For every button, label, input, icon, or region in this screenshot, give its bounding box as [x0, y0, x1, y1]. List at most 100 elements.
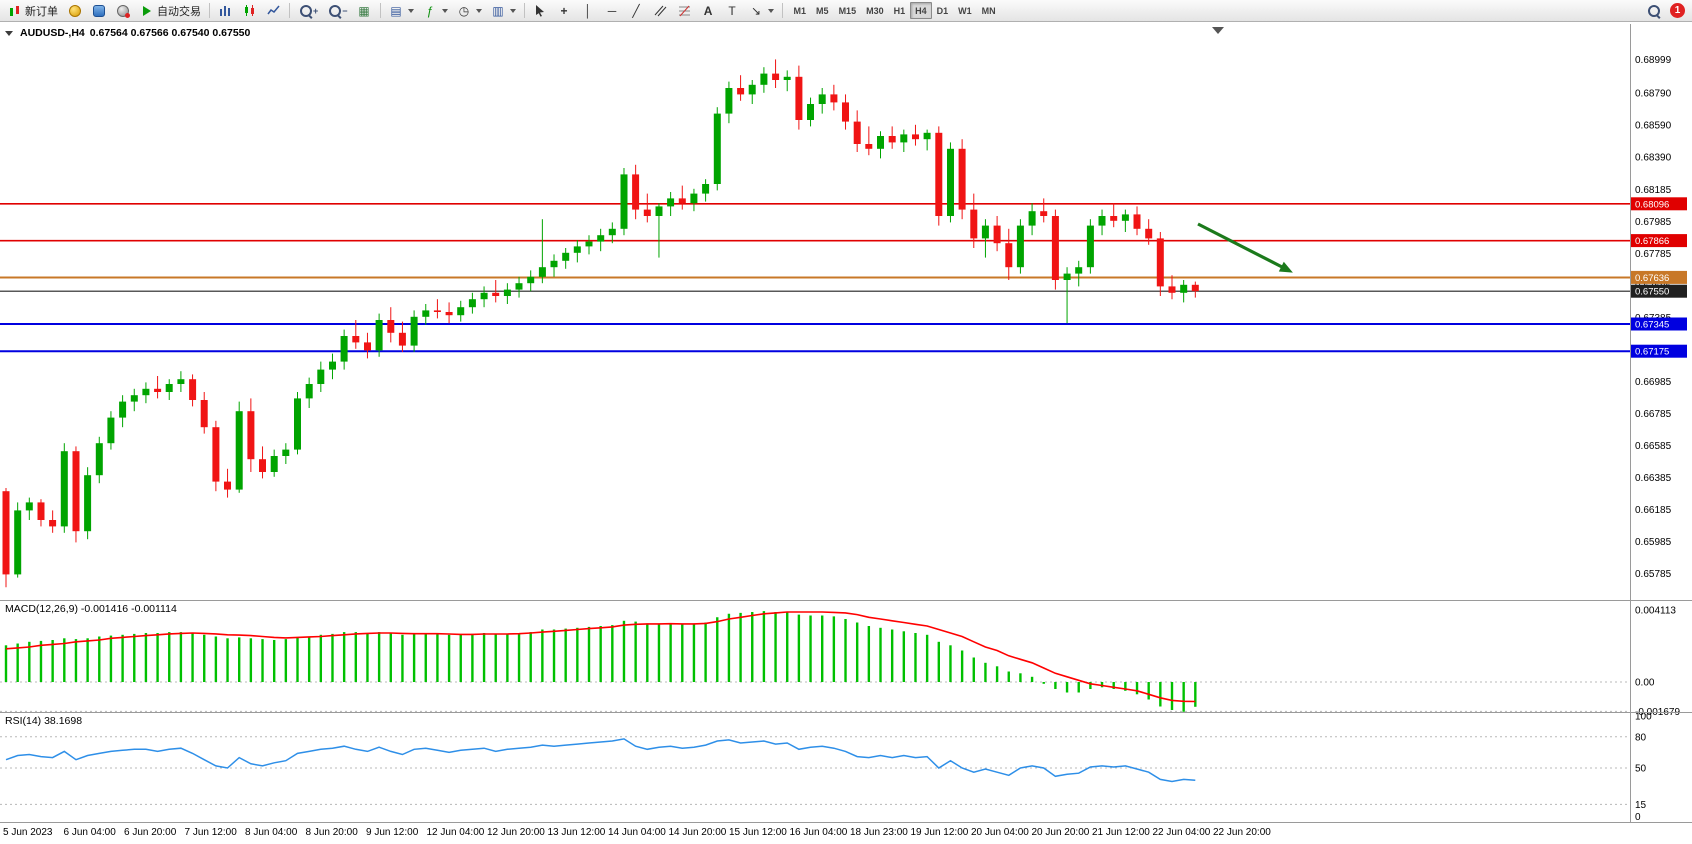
- candlestick-chart-button[interactable]: [238, 1, 261, 21]
- zoom-out-button[interactable]: −: [323, 1, 351, 21]
- trendline-button[interactable]: ╱: [625, 1, 648, 21]
- horizontal-line-button[interactable]: ─: [601, 1, 624, 21]
- svg-text:0.67345: 0.67345: [1635, 320, 1669, 331]
- chevron-down-icon: [441, 8, 448, 13]
- indicators-button[interactable]: ƒ: [419, 1, 452, 21]
- timeframe-button-D1[interactable]: D1: [936, 5, 949, 16]
- svg-text:8 Jun 04:00: 8 Jun 04:00: [245, 827, 298, 838]
- svg-text:0.65785: 0.65785: [1635, 569, 1672, 580]
- trend-arrow-head[interactable]: [1278, 261, 1293, 273]
- price-badge-0.67866: [1631, 234, 1687, 248]
- line-chart-button[interactable]: [262, 1, 285, 21]
- channel-button[interactable]: [649, 1, 672, 21]
- chevron-down-icon: [767, 8, 774, 13]
- vertical-line-button[interactable]: │: [577, 1, 600, 21]
- cursor-icon: [533, 3, 548, 18]
- tile-windows-icon: ▦: [358, 3, 370, 18]
- autotrade-button[interactable]: 自动交易: [135, 1, 205, 21]
- chart-shift-marker[interactable]: [1212, 27, 1224, 34]
- rsi-layer: 100 80 50 150: [0, 712, 1652, 823]
- crosshair-button[interactable]: +: [553, 1, 576, 21]
- templates-icon: ▥: [492, 3, 504, 18]
- toolbar-separator: [523, 3, 525, 18]
- svg-text:50: 50: [1635, 764, 1647, 775]
- tile-windows-button[interactable]: ▦: [353, 1, 376, 21]
- horizontal-lines-layer[interactable]: [0, 203, 1630, 353]
- svg-text:6 Jun 20:00: 6 Jun 20:00: [124, 827, 177, 838]
- price-badge-0.67550: [1631, 284, 1687, 298]
- annotations-layer[interactable]: [1197, 27, 1293, 273]
- svg-text:12 Jun 20:00: 12 Jun 20:00: [487, 827, 545, 838]
- profiles-button[interactable]: ▤: [385, 1, 418, 21]
- cursor-button[interactable]: [529, 1, 552, 21]
- search-button[interactable]: [1642, 1, 1665, 21]
- svg-text:0.66385: 0.66385: [1635, 473, 1672, 484]
- autotrade-label: 自动交易: [157, 5, 201, 18]
- svg-text:0.66185: 0.66185: [1635, 505, 1672, 516]
- svg-text:15 Jun 12:00: 15 Jun 12:00: [729, 827, 787, 838]
- svg-text:0.67550: 0.67550: [1635, 287, 1669, 298]
- svg-text:5 Jun 2023: 5 Jun 2023: [3, 827, 53, 838]
- svg-text:14 Jun 20:00: 14 Jun 20:00: [669, 827, 727, 838]
- one-click-collapse-icon[interactable]: [5, 30, 13, 36]
- label-icon: T: [728, 3, 736, 18]
- autotrade-icon: [139, 3, 154, 18]
- svg-text:0.67785: 0.67785: [1635, 249, 1672, 260]
- timeframe-button-M30[interactable]: M30: [866, 5, 884, 16]
- timeframe-button-MN[interactable]: MN: [981, 5, 996, 16]
- symbol-period-text: AUDUSD-,H4: [20, 27, 85, 39]
- timeframe-button-W1[interactable]: W1: [958, 5, 972, 16]
- svg-text:0: 0: [1635, 812, 1641, 823]
- price-badge-0.67636: [1631, 270, 1687, 284]
- timeframe-button-M15[interactable]: M15: [838, 5, 857, 16]
- crosshair-icon: +: [560, 3, 568, 18]
- bar-chart-button[interactable]: [214, 1, 237, 21]
- svg-text:13 Jun 12:00: 13 Jun 12:00: [548, 827, 606, 838]
- market-button[interactable]: [111, 1, 134, 21]
- zoom-in-button[interactable]: +: [294, 1, 322, 21]
- arrows-button[interactable]: ↘: [745, 1, 778, 21]
- chevron-down-icon: [475, 8, 482, 13]
- svg-text:0.67175: 0.67175: [1635, 347, 1669, 358]
- candles-layer: [2, 59, 1199, 588]
- rsi-line: [5, 738, 1196, 783]
- toolbar-separator: [209, 3, 210, 18]
- timeframe-button-M1[interactable]: M1: [793, 5, 807, 16]
- svg-text:0.67985: 0.67985: [1635, 217, 1672, 228]
- community-button[interactable]: [87, 1, 110, 21]
- templates-button[interactable]: ▥: [487, 1, 520, 21]
- notification-badge[interactable]: 1: [1670, 3, 1685, 18]
- svg-text:0.68185: 0.68185: [1635, 185, 1672, 196]
- new-order-button[interactable]: 新订单: [3, 1, 62, 21]
- svg-text:0.68390: 0.68390: [1635, 152, 1672, 163]
- indicators-icon: ƒ: [426, 3, 434, 18]
- price-badge-0.67175: [1631, 344, 1687, 358]
- svg-text:7 Jun 12:00: 7 Jun 12:00: [185, 827, 238, 838]
- svg-text:0.65985: 0.65985: [1635, 537, 1672, 548]
- svg-text:20 Jun 20:00: 20 Jun 20:00: [1032, 827, 1090, 838]
- svg-text:0.67866: 0.67866: [1635, 236, 1669, 247]
- main-toolbar: 新订单 自动交易 + − ▦ ▤ ƒ: [0, 0, 1692, 22]
- text-button[interactable]: A: [697, 1, 720, 21]
- timeframe-button-H4[interactable]: H4: [910, 2, 932, 19]
- svg-text:22 Jun 20:00: 22 Jun 20:00: [1213, 827, 1271, 838]
- svg-text:0.00: 0.00: [1635, 678, 1655, 689]
- svg-text:8 Jun 20:00: 8 Jun 20:00: [306, 827, 359, 838]
- mql5-button[interactable]: [63, 1, 86, 21]
- svg-text:9 Jun 12:00: 9 Jun 12:00: [366, 827, 419, 838]
- toolbar-separator: [289, 3, 290, 18]
- timeframe-button-M5[interactable]: M5: [816, 5, 829, 16]
- svg-text:0.004113: 0.004113: [1635, 606, 1676, 617]
- fibonacci-button[interactable]: [673, 1, 696, 21]
- toolbar-separator: [781, 3, 783, 18]
- trend-arrow-annotation[interactable]: [1197, 222, 1285, 270]
- svg-text:14 Jun 04:00: 14 Jun 04:00: [608, 827, 666, 838]
- label-button[interactable]: T: [721, 1, 744, 21]
- svg-text:0.68096: 0.68096: [1635, 199, 1669, 210]
- timeframe-button-H1[interactable]: H1: [893, 5, 906, 16]
- new-order-icon: [7, 3, 22, 18]
- periods-button[interactable]: ◷: [453, 1, 486, 21]
- svg-text:80: 80: [1635, 732, 1647, 743]
- svg-text:6 Jun 04:00: 6 Jun 04:00: [64, 827, 117, 838]
